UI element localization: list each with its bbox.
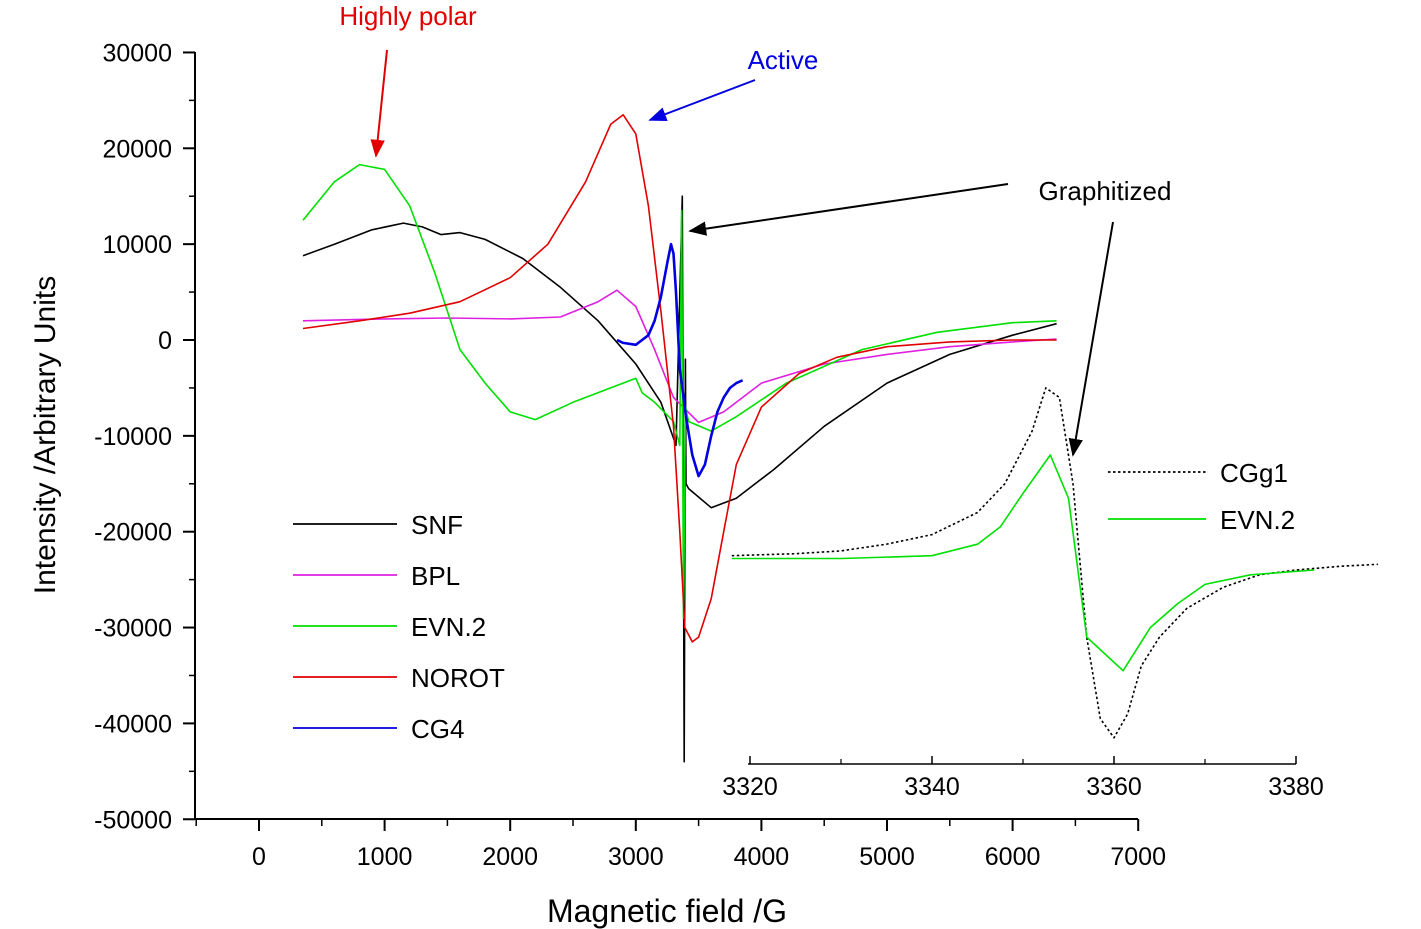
inset-series-cgg1-line (731, 387, 1378, 739)
x-tick-label: 0 (252, 843, 266, 871)
y-tick-label: -30000 (94, 615, 172, 643)
annotation-highly-polar-arrow (370, 49, 388, 158)
main-axes: 3000020000100000-10000-20000-30000-40000… (29, 39, 1166, 929)
inset-legend: CGg1 EVN.2 (1108, 458, 1295, 535)
legend-label-cg4: CG4 (411, 714, 464, 744)
legend-label-bpl: BPL (411, 561, 460, 591)
inset-series-evn-2-line (731, 454, 1315, 672)
inset-x-tick-label: 3360 (1086, 773, 1142, 801)
x-tick-label: 3000 (608, 843, 664, 871)
main-series-group (302, 114, 1057, 763)
inset-x-ticks: 3320 3340 3360 3380 (722, 756, 1324, 801)
y-tick-label: 30000 (102, 39, 172, 67)
legend-label-evn-2: EVN.2 (411, 612, 486, 642)
y-tick-label: 20000 (102, 135, 172, 163)
annotation-graphitized: Graphitized (1039, 176, 1172, 206)
series-evn-2-line (302, 163, 1057, 619)
x-tick-label: 7000 (1110, 843, 1166, 871)
y-axis-label: Intensity /Arbitrary Units (29, 276, 62, 594)
series-snf-line (302, 195, 1057, 763)
series-norot-line (302, 114, 1057, 643)
inset-axes: 3320 3340 3360 3380 (722, 756, 1324, 801)
annotation-graphitized-arrow-inset (1068, 221, 1114, 457)
series-bpl-line (302, 289, 1057, 424)
x-tick-label: 2000 (482, 843, 538, 871)
y-ticks: 30000 20000 10000 0 -10000 -20000 -30000 -40000… (94, 39, 195, 834)
inset-legend-label-evn-2: EVN.2 (1220, 505, 1295, 535)
series-cg4-line (616, 242, 744, 478)
inset-x-tick-label: 3320 (722, 773, 778, 801)
x-ticks: 0 1000 2000 3000 4000 5000 6000 7000 (195, 819, 1166, 871)
y-tick-label: -40000 (94, 710, 172, 738)
legend-label-norot: NOROT (411, 663, 505, 693)
y-tick-label: -50000 (94, 806, 172, 834)
y-tick-label: -20000 (94, 519, 172, 547)
inset-legend-label-cgg1: CGg1 (1220, 458, 1288, 488)
x-tick-label: 1000 (357, 843, 413, 871)
y-tick-label: 10000 (102, 231, 172, 259)
inset-x-tick-label: 3380 (1268, 773, 1324, 801)
annotation-active: Active (748, 45, 819, 75)
annotation-highly-polar: Highly polar (339, 1, 477, 31)
x-axis-label: Magnetic field /G (547, 893, 787, 929)
x-tick-label: 4000 (734, 843, 790, 871)
inset-x-tick-label: 3340 (904, 773, 960, 801)
x-tick-label: 6000 (985, 843, 1041, 871)
inset-series-group (731, 387, 1378, 739)
x-tick-label: 5000 (859, 843, 915, 871)
annotation-graphitized-arrow-main (688, 183, 1009, 236)
main-legend: SNF BPL EVN.2 NOROT CG4 (293, 510, 505, 744)
annotations: Highly polar Active Graphitized (339, 1, 1172, 457)
y-tick-label: -10000 (94, 423, 172, 451)
annotation-active-arrow (648, 79, 756, 121)
y-tick-label: 0 (158, 327, 172, 355)
legend-label-snf: SNF (411, 510, 463, 540)
